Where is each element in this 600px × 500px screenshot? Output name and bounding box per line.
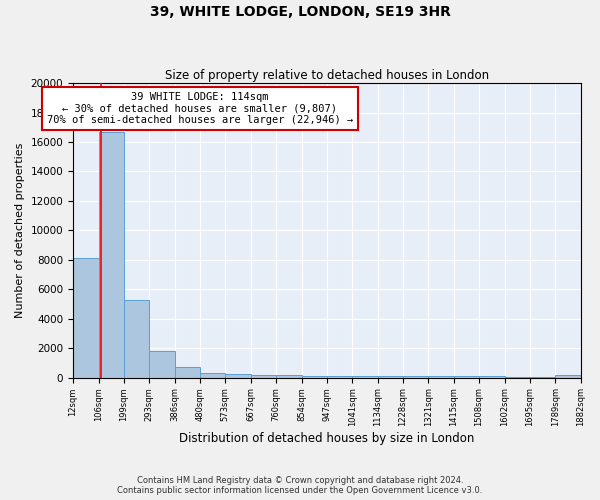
Bar [251,375,276,378]
Bar [73,258,98,378]
Bar [302,376,327,378]
Bar [327,376,352,378]
Bar [124,300,149,378]
Bar [428,376,454,378]
Bar [479,376,505,378]
Bar [377,376,403,378]
Bar [98,132,124,378]
Bar [200,373,225,378]
Bar [175,368,200,378]
Bar [352,376,377,378]
Bar [530,376,555,378]
Bar [403,376,428,378]
Bar [276,376,302,378]
Bar [505,376,530,378]
Bar [225,374,251,378]
X-axis label: Distribution of detached houses by size in London: Distribution of detached houses by size … [179,432,475,445]
Text: 39 WHITE LODGE: 114sqm
← 30% of detached houses are smaller (9,807)
70% of semi-: 39 WHITE LODGE: 114sqm ← 30% of detached… [47,92,353,125]
Bar [149,351,175,378]
Text: Contains HM Land Registry data © Crown copyright and database right 2024.
Contai: Contains HM Land Registry data © Crown c… [118,476,482,495]
Y-axis label: Number of detached properties: Number of detached properties [15,142,25,318]
Bar [454,376,479,378]
Text: 39, WHITE LODGE, LONDON, SE19 3HR: 39, WHITE LODGE, LONDON, SE19 3HR [149,5,451,19]
Bar [555,374,581,378]
Title: Size of property relative to detached houses in London: Size of property relative to detached ho… [165,69,489,82]
